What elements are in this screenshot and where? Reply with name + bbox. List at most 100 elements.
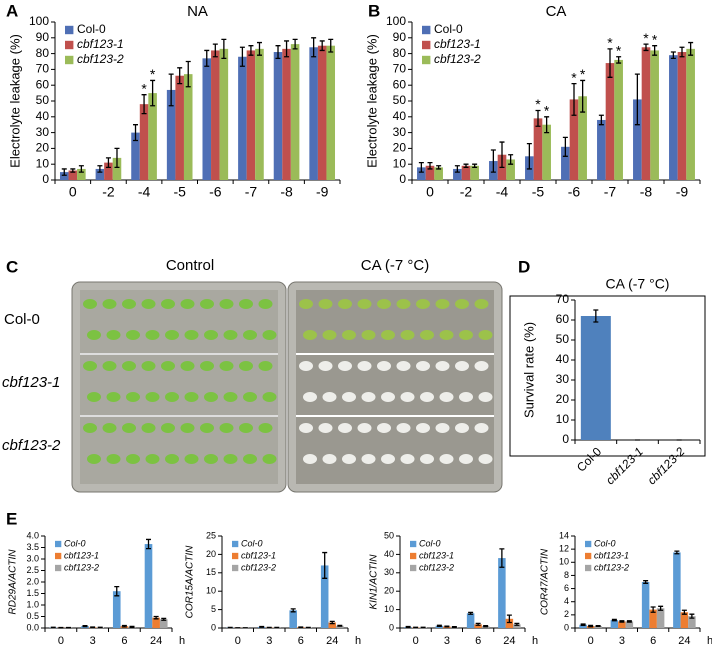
- seedling: [243, 330, 257, 340]
- bar: [166, 89, 176, 180]
- error-bar: [161, 617, 167, 621]
- seedling: [87, 330, 101, 340]
- error-bar: [595, 625, 601, 628]
- error-bar: [82, 625, 88, 628]
- seedling: [102, 423, 117, 433]
- y-tick-label: 60: [36, 77, 50, 91]
- seedling: [223, 392, 238, 402]
- bar: [282, 48, 291, 180]
- chart-title: CA: [546, 3, 567, 20]
- significance: *: [535, 96, 541, 112]
- y-tick-label: 20: [556, 392, 570, 406]
- error-bar: [259, 625, 265, 628]
- x-tick-label: 3: [619, 635, 625, 647]
- error-bar: [405, 625, 411, 629]
- x-tick-label: -4: [138, 184, 151, 200]
- seedling: [478, 330, 493, 340]
- x-tick-label: -5: [532, 184, 545, 200]
- legend-label: Col-0: [77, 22, 106, 36]
- seedling: [200, 299, 214, 309]
- error-bar: [499, 141, 505, 169]
- y-axis-label: KIN1/ACTIN: [369, 554, 380, 610]
- seedling: [396, 423, 411, 433]
- y-tick-label: 4.0: [26, 530, 39, 540]
- y-tick-label: 60: [556, 312, 570, 326]
- error-bar: [212, 43, 218, 58]
- error-bar: [506, 614, 512, 624]
- y-tick-label: 50: [384, 530, 394, 540]
- bar: [578, 96, 587, 180]
- error-bar: [150, 79, 156, 107]
- significance: *: [616, 42, 622, 58]
- seedling: [165, 330, 179, 340]
- seedling: [342, 392, 356, 402]
- bar: [641, 582, 650, 628]
- bar: [580, 316, 611, 440]
- seedling: [299, 299, 313, 309]
- seedling: [258, 361, 273, 371]
- seedling: [435, 299, 450, 309]
- bar: [610, 620, 619, 628]
- seedling: [106, 392, 121, 402]
- seedling: [361, 392, 376, 402]
- error-bar: [499, 548, 505, 568]
- error-bar: [689, 613, 695, 619]
- error-bar: [177, 67, 183, 85]
- seedling: [377, 299, 391, 309]
- seedling: [303, 330, 317, 340]
- seedling: [204, 392, 218, 402]
- bar: [68, 170, 78, 180]
- error-bar: [580, 79, 586, 113]
- legend-swatch: [585, 552, 592, 560]
- x-tick-label: 6: [650, 635, 656, 647]
- bar: [112, 591, 121, 628]
- x-unit: h: [532, 635, 538, 647]
- error-bar: [129, 625, 135, 628]
- seedling: [219, 423, 234, 433]
- seedling: [322, 392, 337, 402]
- bar: [317, 45, 327, 181]
- seedling: [184, 454, 199, 464]
- seedling: [161, 423, 175, 433]
- legend-swatch: [232, 564, 239, 572]
- y-tick-label: 50: [36, 93, 50, 107]
- y-tick-label: 5: [211, 604, 216, 614]
- seedling: [435, 361, 450, 371]
- bar: [605, 63, 615, 180]
- error-bar: [61, 168, 67, 176]
- y-tick-label: 2.0: [26, 576, 39, 586]
- y-tick-label: 20: [36, 141, 50, 155]
- x-tick-label: 0: [58, 635, 64, 647]
- seedling: [478, 454, 493, 464]
- error-bar: [598, 114, 604, 126]
- chart-title: CA (-7 °C): [606, 276, 670, 292]
- seedling: [200, 423, 214, 433]
- seedling: [262, 330, 277, 340]
- x-tick-label: -4: [496, 184, 509, 200]
- x-unit: h: [707, 635, 712, 647]
- legend-label: Col-0: [64, 538, 86, 548]
- bar: [614, 59, 623, 180]
- seedling: [204, 454, 218, 464]
- seedling: [400, 392, 415, 402]
- error-bar: [619, 620, 625, 623]
- photos: [71, 281, 503, 493]
- error-bar: [643, 580, 649, 584]
- bar: [466, 613, 475, 628]
- y-tick-label: 1.0: [26, 599, 39, 609]
- y-tick-label: 20: [206, 549, 216, 559]
- error-bar: [444, 625, 450, 628]
- seedling: [102, 299, 117, 309]
- error-bar: [562, 136, 568, 157]
- x-tick-label: 0: [235, 635, 241, 647]
- bar: [649, 609, 657, 628]
- bar: [625, 621, 634, 628]
- x-tick-label: -9: [676, 184, 689, 200]
- legend-swatch: [422, 25, 431, 35]
- y-tick-label: 10: [393, 156, 407, 170]
- seedling: [416, 423, 430, 433]
- bar: [669, 55, 678, 180]
- y-tick-label: 80: [393, 46, 407, 60]
- panel-label: B: [368, 1, 380, 20]
- error-bar: [248, 45, 254, 56]
